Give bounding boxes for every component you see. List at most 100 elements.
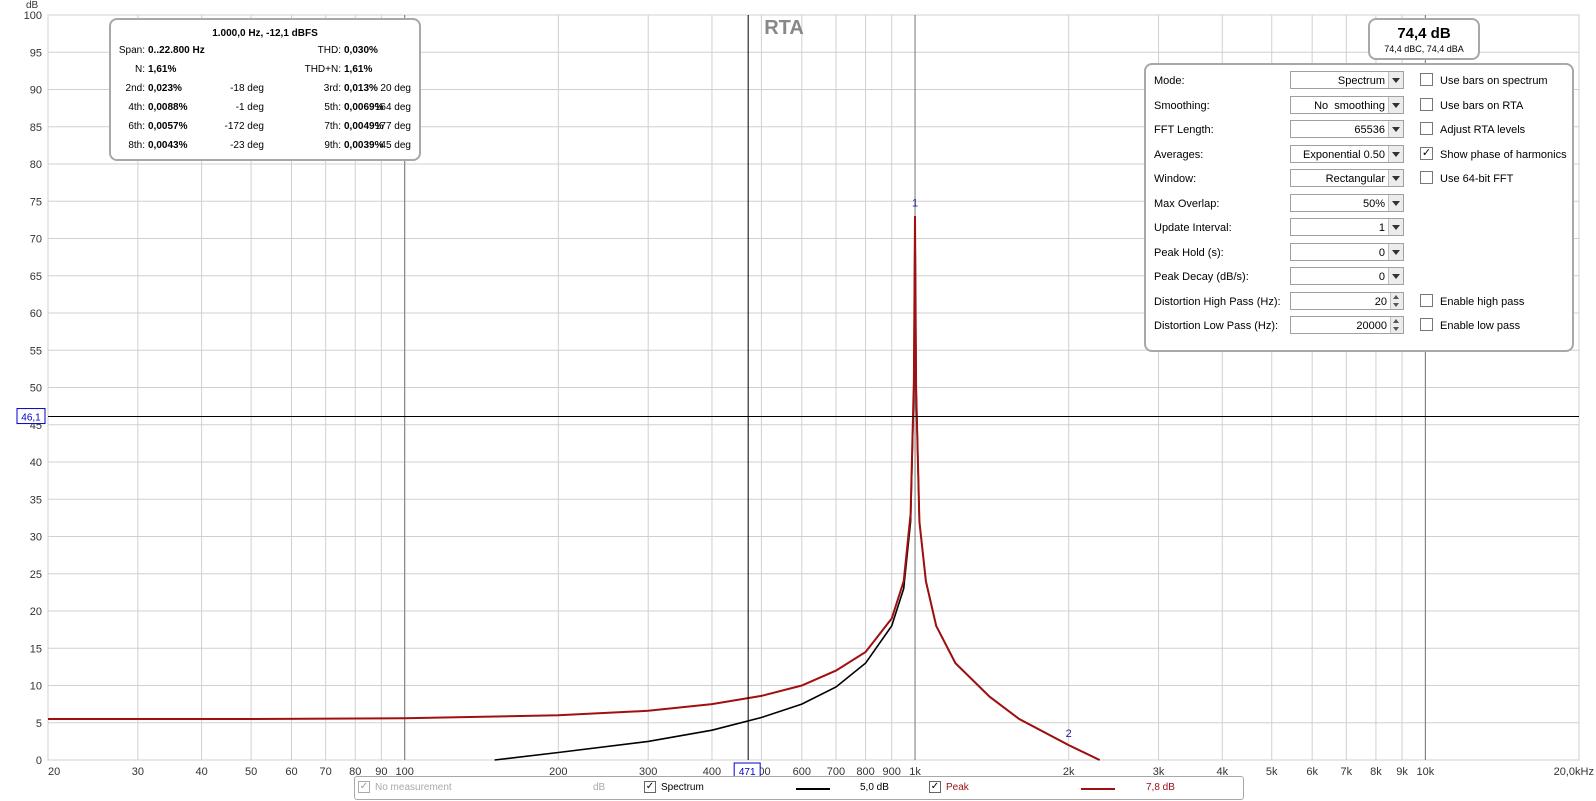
x-tick-label: 3k	[1153, 766, 1165, 778]
setting-checkbox[interactable]	[1420, 293, 1433, 307]
dropdown-arrow-icon[interactable]	[1388, 72, 1403, 88]
y-tick-labels: 0510152025303540455055606570758085909510…	[24, 10, 42, 767]
x-tick-label: 1k	[909, 766, 921, 778]
x-tick-label: 8k	[1370, 766, 1382, 778]
setting-value: Spectrum	[1337, 75, 1385, 87]
setting-label: Max Overlap:	[1154, 197, 1220, 210]
y-tick-label: 35	[30, 494, 42, 506]
setting-dropdown[interactable]: 65536	[1290, 120, 1404, 138]
harmonic-phase: -172 deg	[224, 121, 264, 132]
n-label: N:	[135, 64, 145, 75]
setting-value: 20	[1374, 295, 1387, 308]
harmonic-row: 4th: 0,0088% -1 deg 5th: 0,0069% 164 deg	[111, 102, 419, 121]
x-tick-label: 30	[132, 766, 144, 778]
harmonic-value: 0,023%	[148, 83, 182, 94]
setting-dropdown[interactable]: Exponential 0.50	[1290, 144, 1404, 163]
harmonic-phase: 177 deg	[374, 121, 411, 132]
spectrum-checkbox[interactable]: ✓	[644, 781, 656, 793]
setting-row: FFT Length: 65536 Adjust RTA levels	[1154, 120, 1569, 140]
dropdown-arrow-icon[interactable]	[1388, 219, 1403, 235]
harmonic-row: 8th: 0,0043% -23 deg 9th: 0,0039% 45 deg	[111, 140, 419, 159]
dropdown-arrow-icon[interactable]	[1388, 121, 1403, 137]
setting-label: Peak Decay (dB/s):	[1154, 271, 1249, 283]
x-tick-label: 700	[827, 766, 845, 778]
thdn-label: THD+N:	[304, 64, 341, 75]
dropdown-arrow-icon[interactable]	[1388, 170, 1403, 186]
peak-markers: 12	[912, 198, 1072, 740]
x-tick-label: 100	[396, 766, 414, 778]
cursor-crosshair[interactable]: 46,1 471	[16, 15, 1579, 779]
setting-label: Distortion Low Pass (Hz):	[1154, 320, 1279, 332]
setting-label: Smoothing:	[1154, 99, 1210, 112]
span-row: Span: 0..22.800 Hz THD: 0,030%	[111, 45, 419, 64]
rta-settings-panel: Mode: Spectrum Use bars on spectrum Smoothi…	[1144, 63, 1574, 352]
spectrum-value: 5,0 dB	[860, 782, 889, 793]
setting-checkbox[interactable]	[1420, 122, 1433, 135]
dropdown-arrow-icon[interactable]	[1388, 194, 1403, 211]
level-main: 74,4 dB	[1397, 25, 1451, 42]
x-tick-label: 90	[375, 766, 387, 778]
setting-dropdown[interactable]: 0	[1290, 267, 1404, 285]
y-unit-label: dB	[26, 0, 39, 11]
dropdown-arrow-icon[interactable]	[1388, 96, 1403, 113]
x-tick-label: 9k	[1396, 766, 1408, 778]
setting-spinbox[interactable]: 20000	[1290, 316, 1404, 334]
setting-dropdown[interactable]: 1	[1290, 218, 1404, 236]
n-value: 1,61%	[148, 64, 177, 75]
spin-arrows-icon[interactable]	[1390, 317, 1403, 333]
peak-marker-label: 1	[912, 198, 918, 210]
x-tick-label: 50	[245, 766, 257, 778]
y-tick-label: 10	[30, 681, 42, 693]
setting-dropdown[interactable]: Spectrum	[1290, 71, 1404, 89]
setting-value: 20000	[1356, 320, 1387, 332]
level-readout: 74,4 dB 74,4 dBC, 74,4 dBA	[1368, 18, 1480, 60]
setting-checkbox[interactable]	[1420, 97, 1433, 111]
setting-dropdown[interactable]: 0	[1290, 242, 1404, 261]
x-tick-label: 6k	[1306, 766, 1318, 778]
setting-label: Distortion High Pass (Hz):	[1154, 295, 1281, 308]
setting-checkbox[interactable]	[1420, 73, 1433, 86]
setting-value: Rectangular	[1325, 173, 1385, 185]
x-tick-label: 20,0kHz	[1554, 766, 1594, 778]
x-tick-label: 4k	[1216, 766, 1228, 778]
harmonic-value: 0,0039%	[344, 140, 384, 151]
harmonic-label: 3rd:	[323, 83, 341, 94]
peak-checkbox[interactable]: ✓	[929, 781, 941, 793]
harmonic-value: 0,013%	[344, 83, 378, 94]
x-tick-label: 10k	[1416, 766, 1434, 778]
no-measurement-label: No measurement	[375, 782, 452, 793]
harmonic-value: 0,0057%	[148, 121, 188, 132]
harmonic-value: 0,0069%	[344, 102, 384, 113]
spectrum-line-swatch	[796, 788, 830, 790]
no-measurement-checkbox[interactable]: ✓	[358, 781, 370, 793]
setting-dropdown[interactable]: No smoothing	[1290, 95, 1404, 114]
dropdown-arrow-icon[interactable]	[1388, 243, 1403, 260]
harmonic-phase: 45 deg	[380, 140, 411, 151]
thd-value: 0,030%	[344, 45, 378, 56]
spin-arrows-icon[interactable]	[1390, 292, 1403, 309]
setting-value: 1	[1378, 222, 1385, 234]
x-tick-label: 400	[703, 766, 721, 778]
harmonic-value: 0,0088%	[148, 102, 188, 113]
setting-value: 65536	[1354, 124, 1385, 136]
setting-row: Averages: Exponential 0.50 ✓ Show phase of …	[1154, 144, 1569, 165]
setting-dropdown[interactable]: Rectangular	[1290, 169, 1404, 187]
setting-value: 0	[1378, 271, 1385, 283]
harmonic-row: 6th: 0,0057% -172 deg 7th: 0,0049% 177 deg	[111, 121, 419, 140]
harmonic-label: 8th:	[128, 140, 145, 151]
setting-label: Peak Hold (s):	[1154, 246, 1224, 259]
setting-label: Window:	[1154, 173, 1197, 185]
dropdown-arrow-icon[interactable]	[1388, 268, 1403, 284]
setting-checkbox[interactable]	[1420, 171, 1433, 184]
dropdown-arrow-icon[interactable]	[1388, 145, 1403, 162]
setting-spinbox[interactable]: 20	[1290, 291, 1404, 310]
setting-checkbox[interactable]	[1420, 318, 1433, 331]
setting-dropdown[interactable]: 50%	[1290, 193, 1404, 212]
setting-value: 0	[1378, 246, 1385, 259]
setting-row: Update Interval: 1	[1154, 218, 1569, 238]
harmonic-phase: -1 deg	[235, 102, 264, 113]
setting-checkbox[interactable]: ✓	[1420, 146, 1433, 160]
no-measurement-unit: dB	[593, 782, 606, 793]
x-tick-label: 600	[793, 766, 811, 778]
cursor-y-readout-box	[16, 408, 46, 425]
